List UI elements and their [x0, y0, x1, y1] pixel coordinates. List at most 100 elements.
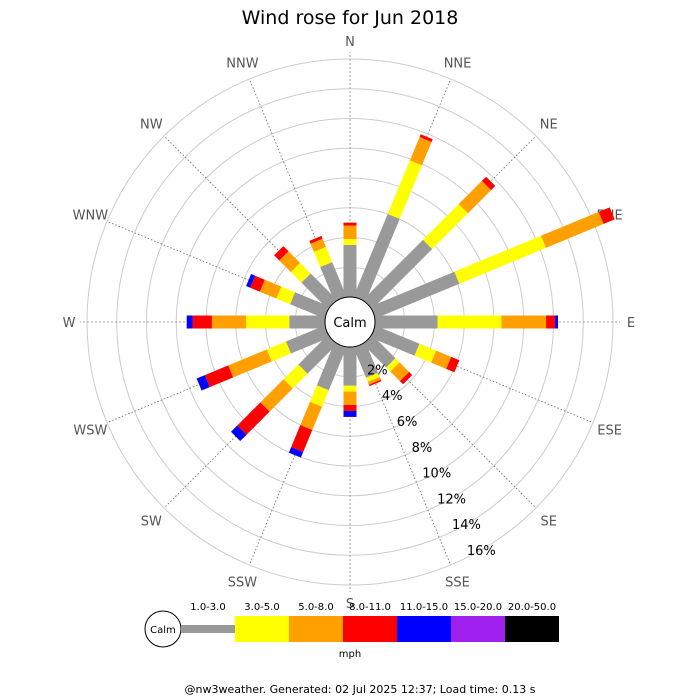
direction-label-w: W	[63, 316, 76, 331]
direction-label-wnw: WNW	[73, 208, 109, 223]
bar-wnw-11-0-15-0	[246, 274, 256, 288]
calm-center: Calm	[324, 296, 376, 348]
bar-ne-1-0-3-0	[363, 239, 433, 309]
bar-ene-1-0-3-0	[370, 271, 460, 319]
legend-label-20-0-50-0: 20.0-50.0	[508, 602, 556, 613]
ring-label: 14%	[452, 518, 481, 533]
direction-label-e: E	[627, 316, 635, 331]
ring-label: 4%	[382, 389, 403, 404]
bar-ne-5-0-8-0	[458, 180, 492, 214]
bar-s-8-0-11-0	[343, 405, 357, 411]
bar-sw-8-0-11-0	[237, 402, 270, 435]
bar-ene-5-0-8-0	[541, 211, 604, 248]
bar-nw-1-0-3-0	[301, 273, 337, 309]
bar-sw-1-0-3-0	[298, 335, 337, 374]
bar-ese-1-0-3-0	[370, 325, 420, 356]
bar-nne-8-0-11-0	[419, 134, 433, 142]
bar-se-5-0-8-0	[390, 362, 410, 382]
bar-e-5-0-8-0	[501, 315, 547, 329]
bar-sse-8-0-11-0	[368, 379, 382, 387]
bar-ne-8-0-11-0	[481, 176, 496, 191]
bar-w-11-0-15-0	[186, 315, 193, 329]
bar-wsw-1-0-3-0	[285, 325, 330, 354]
direction-label-sw: SW	[141, 515, 162, 530]
bar-e-1-0-3-0	[375, 315, 438, 329]
legend-label-11-0-15-0: 11.0-15.0	[400, 602, 448, 613]
bar-w-1-0-3-0	[289, 315, 325, 329]
direction-label-nne: NNE	[444, 56, 472, 71]
legend-label-8-0-11-0: 8.0-11.0	[349, 602, 391, 613]
bar-sse-3-0-5-0	[366, 372, 380, 382]
bar-n-8-0-11-0	[343, 222, 357, 226]
bar-wnw-5-0-8-0	[259, 279, 282, 299]
direction-label-ssw: SSW	[228, 576, 258, 591]
direction-label-n: N	[345, 35, 355, 50]
bar-s-5-0-8-0	[343, 391, 357, 405]
legend-label-5-0-8-0: 5.0-8.0	[298, 602, 333, 613]
chart-title: Wind rose for Jun 2018	[242, 7, 459, 29]
bar-s-1-0-3-0	[343, 347, 357, 386]
direction-label-ese: ESE	[597, 424, 622, 439]
bar-wsw-3-0-5-0	[266, 341, 291, 362]
legend-label-15-0-20-0: 15.0-20.0	[454, 602, 502, 613]
bar-sse-5-0-8-0	[367, 377, 381, 385]
bar-nw-5-0-8-0	[279, 251, 301, 273]
direction-label-sse: SSE	[445, 576, 470, 591]
bar-ssw-3-0-5-0	[310, 385, 329, 407]
direction-label-se: SE	[540, 515, 556, 530]
ring-label: 6%	[397, 415, 418, 430]
bar-nne-3-0-5-0	[387, 160, 422, 219]
ring-label: 8%	[412, 441, 433, 456]
bar-wsw-11-0-15-0	[196, 375, 210, 391]
footer-text: @nw3weather. Generated: 02 Jul 2025 12:3…	[185, 683, 536, 696]
bar-sw-5-0-8-0	[260, 379, 293, 412]
legend-calm-label: Calm	[150, 625, 176, 636]
ring-label: 12%	[437, 492, 466, 507]
legend-swatch-8-0-11-0	[343, 616, 397, 642]
legend-swatch-11-0-15-0	[397, 616, 451, 642]
direction-label-nw: NW	[140, 117, 163, 132]
legend-units: mph	[339, 649, 361, 660]
bar-ene-8-0-11-0	[598, 207, 615, 224]
bar-se-3-0-5-0	[386, 358, 400, 372]
direction-label-nnw: NNW	[226, 56, 258, 71]
bar-nw-8-0-11-0	[274, 246, 289, 261]
legend: Calm 1.0-3.0 3.0-5.0 5.0-8.0 8.0-11.0 11.0-1…	[144, 602, 559, 648]
direction-label-wsw: WSW	[73, 424, 107, 439]
wind-bars	[186, 134, 615, 458]
legend-swatch-3-0-5-0	[235, 616, 289, 642]
legend-label-1-0-3-0: 1.0-3.0	[190, 602, 225, 613]
bar-wsw-5-0-8-0	[228, 349, 272, 378]
bar-se-8-0-11-0	[399, 371, 413, 385]
bar-wnw-8-0-11-0	[250, 275, 265, 292]
bar-ese-3-0-5-0	[414, 343, 437, 363]
direction-label-ne: NE	[540, 117, 558, 132]
ring-label: 2%	[367, 363, 388, 378]
bar-nne-1-0-3-0	[353, 214, 400, 302]
bar-ssw-8-0-11-0	[291, 425, 313, 452]
legend-swatch-15-0-20-0	[451, 616, 505, 642]
ring-label: 16%	[467, 544, 496, 559]
bar-s-11-0-15-0	[343, 411, 357, 417]
bar-wsw-8-0-11-0	[204, 365, 234, 388]
bar-n-5-0-8-0	[343, 225, 357, 239]
bar-n-1-0-3-0	[343, 244, 357, 297]
bar-e-11-0-15-0	[555, 315, 558, 329]
bar-nnw-8-0-11-0	[309, 235, 323, 244]
bar-sse-1-0-3-0	[353, 342, 379, 378]
bar-ssw-5-0-8-0	[300, 401, 322, 430]
bar-ene-3-0-5-0	[454, 235, 546, 284]
bar-se-1-0-3-0	[363, 335, 396, 368]
bar-nnw-3-0-5-0	[313, 246, 333, 267]
direction-label-s: S	[346, 597, 354, 612]
legend-swatch-5-0-8-0	[289, 616, 343, 642]
calm-label: Calm	[333, 316, 366, 331]
bar-n-3-0-5-0	[343, 239, 357, 245]
legend-swatch-20-0-50-0	[505, 616, 559, 642]
bar-w-8-0-11-0	[192, 315, 212, 329]
bar-ese-8-0-11-0	[446, 356, 460, 373]
legend-swatch-1-0-3-0	[181, 625, 235, 633]
bar-sw-3-0-5-0	[283, 364, 308, 389]
ring-label: 10%	[422, 467, 451, 482]
